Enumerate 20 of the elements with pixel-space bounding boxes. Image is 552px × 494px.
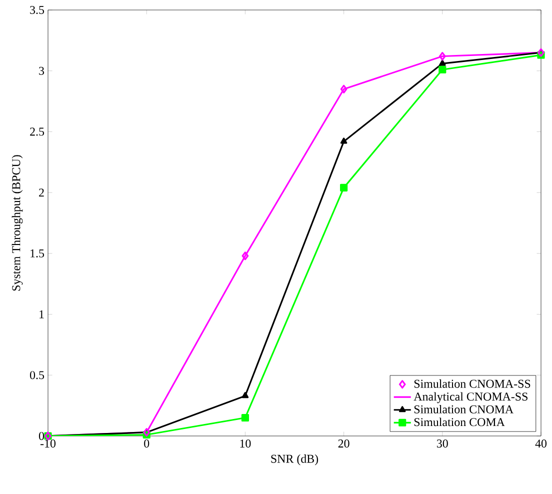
x-axis-title: SNR (dB) [271, 454, 318, 466]
x-tick-label: 20 [338, 440, 350, 448]
legend-label: Simulation COMA [414, 418, 505, 426]
legend-label: Simulation CNOMA [414, 404, 514, 414]
legend-label: Simulation CNOMA-SS [414, 379, 530, 388]
y-tick-label: 0.5 [30, 371, 44, 380]
y-tick-label: 3 [39, 66, 44, 75]
legend-label: Analytical CNOMA-SS [414, 392, 528, 404]
y-tick-label: 2.5 [30, 128, 44, 136]
y-axis-title: System Throughput (BPCU) [12, 155, 23, 291]
y-tick-label: 0 [38, 432, 44, 440]
x-tick-label: 30 [437, 440, 448, 448]
x-tick-label: 40 [535, 440, 547, 448]
y-tick-label: 2 [39, 188, 44, 197]
x-tick-label: -10 [40, 440, 56, 448]
y-tick-label: 3.5 [30, 6, 44, 14]
x-tick-label: 0 [144, 440, 150, 448]
x-tick-label: 10 [240, 440, 251, 448]
y-tick-label: 1 [40, 310, 44, 318]
y-tick-label: 1.5 [30, 249, 44, 258]
